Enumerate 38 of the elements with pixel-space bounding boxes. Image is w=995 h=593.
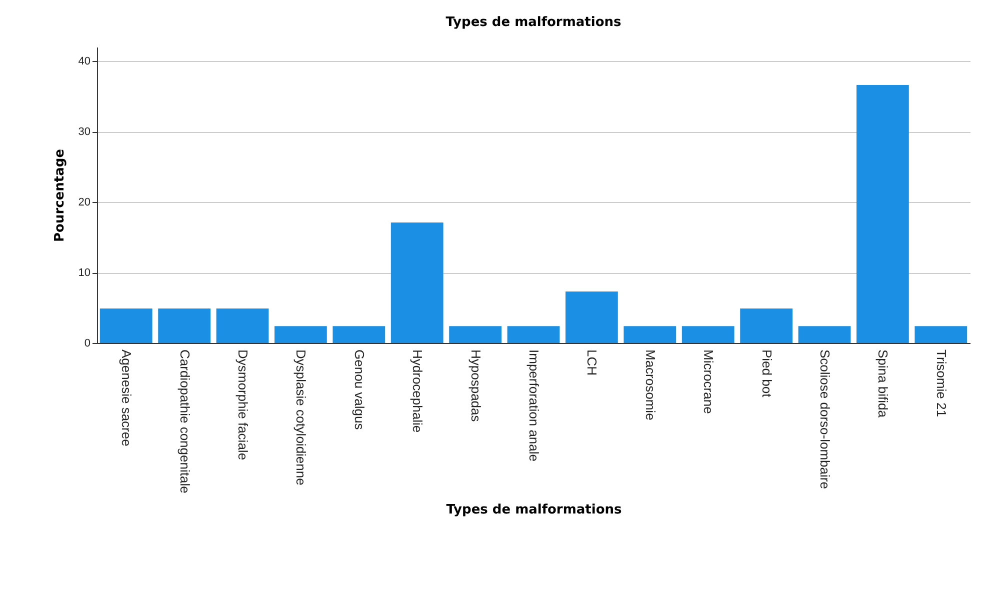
x-tick-label: Microcrane (701, 350, 716, 414)
y-tick-label: 40 (78, 56, 90, 68)
bar (566, 292, 618, 343)
x-tick-label: Dysmorphie faciale (236, 350, 250, 460)
y-tick-label: 20 (78, 196, 90, 209)
bar (682, 326, 734, 343)
chart-title: Types de malformations (446, 15, 622, 30)
bar (624, 326, 676, 343)
bar (740, 308, 792, 343)
y-tick-label: 30 (78, 126, 90, 138)
bar (274, 326, 327, 343)
bar (856, 85, 909, 343)
bar (332, 326, 386, 343)
bar (216, 308, 269, 343)
x-tick-label: LCH (584, 350, 600, 376)
x-tick-label: Hypospadas (468, 350, 484, 422)
x-tick-label: Trisomie 21 (934, 350, 949, 417)
x-tick-label: Hydrocephalie (410, 350, 426, 433)
bar (100, 308, 152, 343)
x-tick-label: Cardiopathie congenitale (177, 350, 192, 494)
bar (507, 326, 560, 343)
x-tick-label: Imperforation anale (526, 350, 542, 462)
bar (158, 308, 210, 343)
bar (914, 326, 968, 343)
bar (390, 222, 444, 343)
bar (449, 326, 502, 343)
x-tick-label: Spina bifida (876, 350, 891, 418)
x-axis-title: Types de malformations (446, 502, 622, 518)
x-tick-label: Genou valgus (352, 350, 367, 430)
x-tick-label: Dysplasie cotyloidienne (294, 350, 309, 486)
x-tick-label: Macrosomie (642, 350, 658, 420)
x-tick-label: Pied bot (759, 350, 774, 398)
y-tick-label: 10 (78, 267, 90, 280)
x-tick-label: Agenesie sacree (119, 350, 134, 446)
x-tick-label: Scoliose dorso-lombaire (818, 350, 832, 489)
y-tick-label: 0 (84, 338, 90, 350)
bar (798, 326, 851, 343)
y-axis-title: Pourcentage (52, 148, 68, 242)
